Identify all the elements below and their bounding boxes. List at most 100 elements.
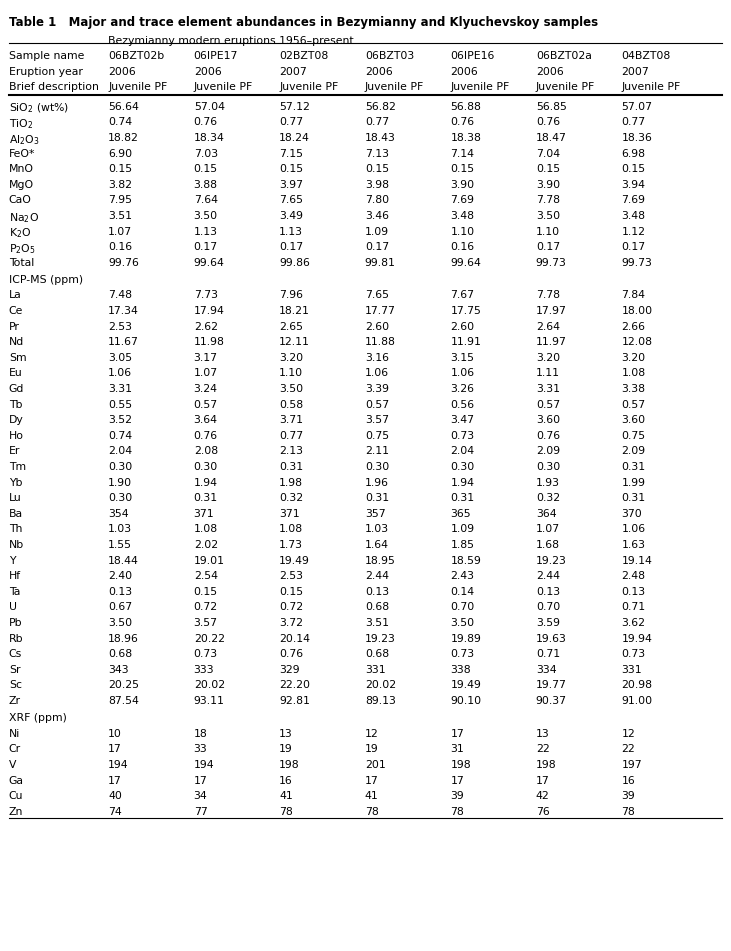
Text: 0.17: 0.17 (621, 243, 645, 252)
Text: 17.34: 17.34 (108, 306, 139, 316)
Text: Juvenile PF: Juvenile PF (108, 82, 167, 92)
Text: 90.37: 90.37 (536, 696, 567, 706)
Text: Zr: Zr (9, 696, 20, 706)
Text: 0.76: 0.76 (194, 117, 218, 127)
Text: 1.09: 1.09 (450, 524, 474, 534)
Text: 3.20: 3.20 (536, 353, 560, 363)
Text: 18.00: 18.00 (621, 306, 653, 316)
Text: 0.73: 0.73 (450, 650, 474, 659)
Text: Nd: Nd (9, 338, 24, 347)
Text: 17: 17 (194, 776, 208, 786)
Text: 3.82: 3.82 (108, 180, 132, 189)
Text: 198: 198 (450, 760, 471, 770)
Text: 3.26: 3.26 (450, 384, 474, 394)
Text: Eu: Eu (9, 368, 23, 378)
Text: 3.60: 3.60 (621, 416, 645, 425)
Text: 11.91: 11.91 (450, 338, 481, 347)
Text: 0.73: 0.73 (450, 431, 474, 441)
Text: 39: 39 (450, 791, 464, 802)
Text: 3.39: 3.39 (365, 384, 389, 394)
Text: 3.31: 3.31 (536, 384, 560, 394)
Text: 7.65: 7.65 (279, 195, 303, 205)
Text: 1.08: 1.08 (194, 524, 218, 534)
Text: 06BZT03: 06BZT03 (365, 51, 414, 61)
Text: 1.64: 1.64 (365, 540, 389, 550)
Text: 3.90: 3.90 (450, 180, 474, 189)
Text: 57.12: 57.12 (279, 102, 310, 111)
Text: 19.94: 19.94 (621, 633, 652, 644)
Text: 1.55: 1.55 (108, 540, 132, 550)
Text: 0.31: 0.31 (279, 462, 303, 472)
Text: 3.31: 3.31 (108, 384, 132, 394)
Text: 78: 78 (279, 806, 293, 817)
Text: 334: 334 (536, 665, 556, 675)
Text: 0.31: 0.31 (194, 494, 218, 503)
Text: 92.81: 92.81 (279, 696, 310, 706)
Text: 74: 74 (108, 806, 122, 817)
Text: CaO: CaO (9, 195, 31, 205)
Text: 18.38: 18.38 (450, 133, 481, 143)
Text: 0.68: 0.68 (365, 603, 389, 612)
Text: 331: 331 (621, 665, 642, 675)
Text: 198: 198 (536, 760, 556, 770)
Text: Ta: Ta (9, 587, 20, 597)
Text: 0.15: 0.15 (194, 165, 218, 174)
Text: 0.76: 0.76 (536, 117, 560, 127)
Text: 18.24: 18.24 (279, 133, 310, 143)
Text: 19.89: 19.89 (450, 633, 481, 644)
Text: 41: 41 (279, 791, 293, 802)
Text: Juvenile PF: Juvenile PF (279, 82, 338, 92)
Text: 3.60: 3.60 (536, 416, 560, 425)
Text: 0.17: 0.17 (194, 243, 218, 252)
Text: 0.74: 0.74 (108, 117, 132, 127)
Text: 3.90: 3.90 (536, 180, 560, 189)
Text: 2006: 2006 (536, 67, 564, 77)
Text: Ba: Ba (9, 509, 23, 519)
Text: 0.30: 0.30 (108, 494, 132, 503)
Text: 0.17: 0.17 (279, 243, 303, 252)
Text: 0.17: 0.17 (536, 243, 560, 252)
Text: 2.43: 2.43 (450, 572, 474, 581)
Text: 0.13: 0.13 (536, 587, 560, 597)
Text: 17.97: 17.97 (536, 306, 567, 316)
Text: 06IPE17: 06IPE17 (194, 51, 238, 61)
Text: 0.30: 0.30 (108, 462, 132, 472)
Text: Th: Th (9, 524, 22, 534)
Text: 0.30: 0.30 (450, 462, 474, 472)
Text: 2007: 2007 (621, 67, 649, 77)
Text: 78: 78 (365, 806, 379, 817)
Text: 16: 16 (279, 776, 293, 786)
Text: 34: 34 (194, 791, 208, 802)
Text: 20.02: 20.02 (365, 681, 396, 690)
Text: 18.59: 18.59 (450, 555, 481, 566)
Text: 19.49: 19.49 (279, 555, 310, 566)
Text: 2.44: 2.44 (536, 572, 560, 581)
Text: 3.59: 3.59 (536, 618, 560, 628)
Text: 1.93: 1.93 (536, 477, 560, 488)
Text: 1.94: 1.94 (194, 477, 218, 488)
Text: 90.10: 90.10 (450, 696, 482, 706)
Text: 19.23: 19.23 (536, 555, 567, 566)
Text: 0.72: 0.72 (194, 603, 218, 612)
Text: 41: 41 (365, 791, 379, 802)
Text: 1.07: 1.07 (194, 368, 218, 378)
Text: 0.57: 0.57 (194, 399, 218, 410)
Text: Ho: Ho (9, 431, 24, 441)
Text: 56.85: 56.85 (536, 102, 567, 111)
Text: 20.22: 20.22 (194, 633, 224, 644)
Text: 1.06: 1.06 (365, 368, 389, 378)
Text: 1.10: 1.10 (536, 226, 560, 237)
Text: 0.14: 0.14 (450, 587, 474, 597)
Text: 0.74: 0.74 (108, 431, 132, 441)
Text: 2.11: 2.11 (365, 446, 389, 456)
Text: 3.46: 3.46 (365, 211, 389, 221)
Text: 1.06: 1.06 (108, 368, 132, 378)
Text: 18: 18 (194, 728, 208, 739)
Text: 329: 329 (279, 665, 300, 675)
Text: 99.76: 99.76 (108, 258, 139, 267)
Text: 0.15: 0.15 (279, 587, 303, 597)
Text: 0.13: 0.13 (365, 587, 389, 597)
Text: 18.34: 18.34 (194, 133, 224, 143)
Text: 7.48: 7.48 (108, 290, 132, 301)
Text: 3.94: 3.94 (621, 180, 645, 189)
